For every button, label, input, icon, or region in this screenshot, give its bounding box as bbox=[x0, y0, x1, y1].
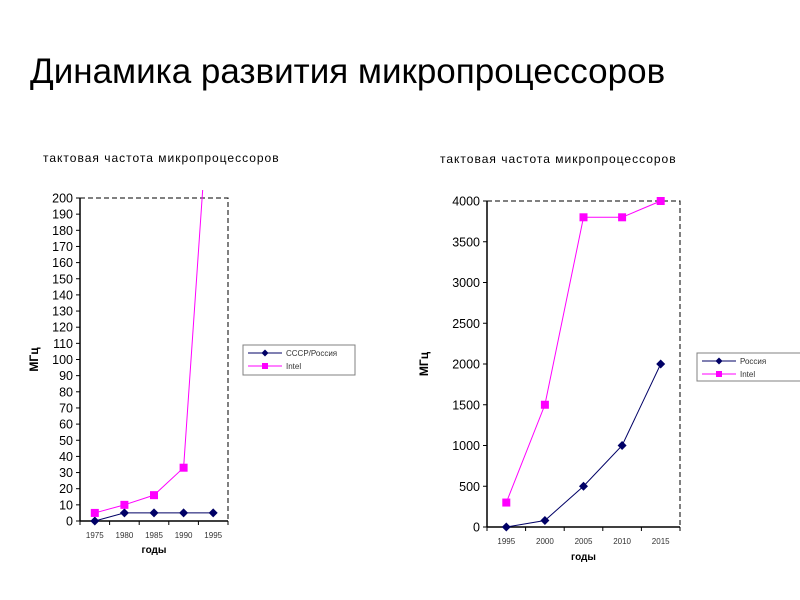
y-tick-label: 0 bbox=[66, 515, 73, 529]
series-line bbox=[505, 200, 661, 503]
data-point bbox=[502, 498, 511, 507]
y-tick-label: 2500 bbox=[452, 317, 480, 331]
y-tick-label: 180 bbox=[52, 224, 73, 238]
y-tick-label: 40 bbox=[59, 450, 73, 464]
slide-title: Динамика развития микропроцессоров bbox=[30, 52, 666, 91]
y-tick-label: 200 bbox=[52, 192, 73, 206]
legend-marker bbox=[716, 371, 722, 377]
y-tick-label: 30 bbox=[59, 466, 73, 480]
x-tick-label: 1985 bbox=[145, 531, 163, 540]
legend-label: Intel bbox=[740, 370, 755, 379]
series-intel bbox=[90, 190, 204, 517]
y-tick-label: 60 bbox=[59, 418, 73, 432]
x-tick-label: 2000 bbox=[536, 537, 554, 546]
y-tick-label: 3000 bbox=[452, 276, 480, 290]
y-tick-label: 2000 bbox=[452, 358, 480, 372]
x-tick-label: 2005 bbox=[575, 537, 593, 546]
plot-area-border bbox=[487, 200, 681, 527]
legend-marker bbox=[261, 349, 269, 357]
y-tick-label: 10 bbox=[59, 498, 73, 512]
series-line bbox=[506, 363, 662, 528]
data-point bbox=[579, 481, 588, 491]
data-point bbox=[150, 491, 158, 500]
y-tick-label: 4000 bbox=[452, 195, 480, 209]
x-tick-label: 1995 bbox=[204, 531, 222, 540]
y-axis-label: МГц bbox=[417, 351, 431, 376]
y-tick-label: 110 bbox=[53, 337, 73, 351]
y-tick-label: 3500 bbox=[452, 235, 480, 249]
x-tick-label: 2015 bbox=[652, 537, 670, 546]
data-point bbox=[618, 213, 627, 222]
data-point bbox=[208, 508, 218, 518]
y-tick-label: 500 bbox=[459, 480, 480, 494]
chart-2: тактовая частота микропроцессоров 0 500 100… bbox=[417, 152, 800, 563]
y-tick-label: 70 bbox=[59, 401, 73, 415]
y-tick-label: 1000 bbox=[452, 439, 480, 453]
y-tick-label: 140 bbox=[52, 288, 73, 302]
series-russia bbox=[90, 508, 218, 526]
legend: Россия Intel bbox=[696, 352, 800, 382]
chart-title: тактовая частота микропроцессоров bbox=[43, 151, 280, 165]
series-line bbox=[94, 190, 204, 514]
x-tick-label: 1995 bbox=[497, 537, 515, 546]
data-point bbox=[119, 508, 129, 518]
data-point bbox=[656, 197, 665, 205]
data-point bbox=[179, 508, 189, 518]
y-tick-label: 0 bbox=[473, 521, 480, 535]
y-tick-label: 50 bbox=[59, 434, 73, 448]
x-tick-label: 1980 bbox=[116, 531, 134, 540]
series-intel bbox=[502, 197, 665, 507]
y-axis-label: МГц bbox=[27, 347, 41, 372]
legend-marker bbox=[715, 357, 723, 365]
y-tick-label: 80 bbox=[59, 385, 73, 399]
legend-box bbox=[696, 352, 800, 382]
data-point bbox=[617, 441, 627, 450]
x-tick-label: 1975 bbox=[86, 531, 104, 540]
plot-area-border bbox=[80, 197, 229, 521]
chart-1: тактовая частота микропроцессоров 0 10 20 30… bbox=[27, 151, 356, 556]
x-axis-label: годы bbox=[571, 552, 596, 563]
data-point bbox=[90, 516, 100, 526]
y-tick-label: 130 bbox=[52, 305, 73, 319]
data-point bbox=[120, 500, 129, 509]
y-tick-label: 160 bbox=[52, 256, 73, 270]
data-point bbox=[579, 213, 588, 222]
data-point bbox=[179, 463, 188, 472]
legend-marker bbox=[262, 363, 268, 369]
legend: СССР/Россия Intel bbox=[242, 344, 356, 376]
y-tick-label: 190 bbox=[52, 208, 73, 222]
data-point bbox=[540, 515, 550, 525]
data-point bbox=[540, 400, 549, 409]
x-tick-label: 1990 bbox=[175, 531, 193, 540]
series-russia bbox=[501, 359, 666, 532]
y-tick-label: 150 bbox=[52, 272, 73, 286]
y-tick-label: 20 bbox=[59, 482, 73, 496]
data-point bbox=[501, 522, 511, 532]
legend-box bbox=[242, 344, 356, 376]
x-axis-label: годы bbox=[142, 545, 167, 556]
y-tick-label: 120 bbox=[52, 321, 73, 335]
data-point bbox=[149, 508, 159, 518]
y-tick-label: 90 bbox=[59, 369, 73, 383]
data-point bbox=[90, 508, 99, 517]
legend-label: СССР/Россия bbox=[286, 349, 337, 358]
y-tick-label: 170 bbox=[52, 240, 73, 254]
x-tick-label: 2010 bbox=[613, 537, 631, 546]
y-tick-label: 100 bbox=[52, 353, 73, 367]
chart-title: тактовая частота микропроцессоров bbox=[440, 152, 677, 166]
y-tick-label: 1500 bbox=[452, 398, 480, 412]
legend-label: Intel bbox=[286, 362, 301, 371]
legend-label: Россия bbox=[740, 357, 766, 366]
data-point bbox=[656, 359, 666, 369]
